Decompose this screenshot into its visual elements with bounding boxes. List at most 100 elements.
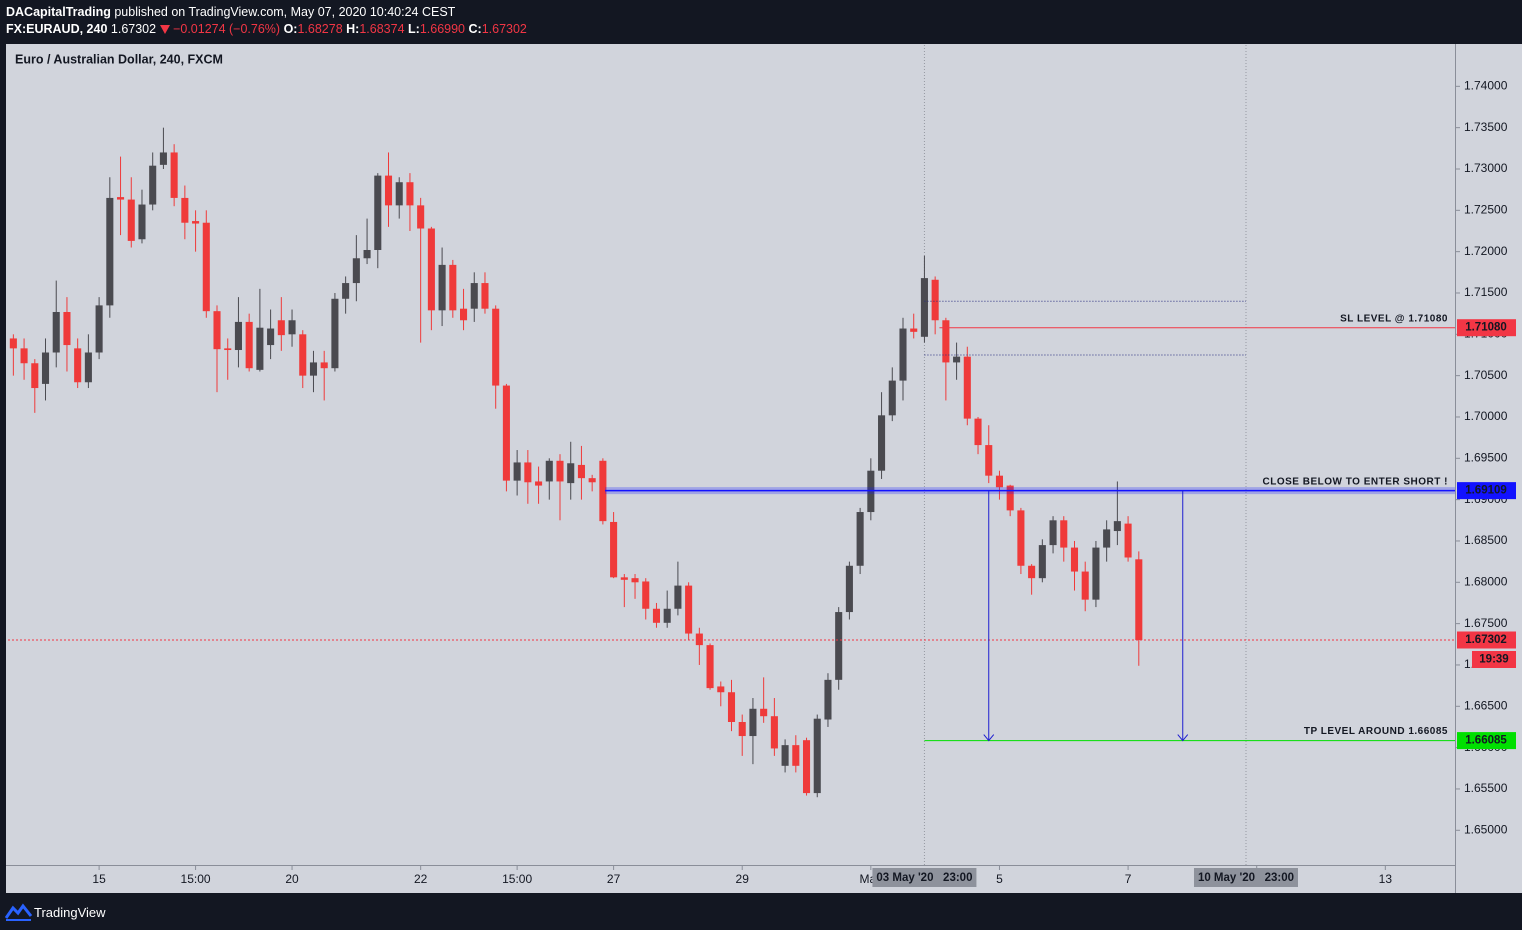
author: DACapitalTrading [6,5,111,19]
price-badge [1457,732,1516,750]
candle-body [427,228,435,311]
crosshair-label: 10 May '20 23:00 [1198,872,1294,884]
candle-body [642,581,650,609]
crosshair-label: 03 May '20 23:00 [876,872,972,884]
y-tick-label: 1.72500 [1464,202,1508,216]
candle-body [652,608,661,623]
candle-body [974,418,982,446]
candle-body [674,585,682,609]
price-badge-label: 1.66085 [1465,735,1507,747]
h-value: 1.68374 [359,22,405,36]
crosshair-badge [872,868,977,887]
candle-body [770,716,778,749]
candle-body [224,348,232,351]
header: DACapitalTrading published on TradingVie… [0,0,1522,44]
price-badge [1457,631,1516,649]
y-tick-label: 1.72000 [1464,244,1508,258]
y-tick-label: 1.67500 [1464,616,1508,630]
candle-body [910,328,918,332]
candle-body [9,338,17,349]
x-tick-label: 15 [92,872,106,886]
x-tick-label: 15:00 [502,872,532,886]
level-annotation: TP LEVEL AROUND 1.66085 [1304,726,1448,737]
candle-body [127,199,135,241]
candle-body [985,445,993,476]
y-tick-label: 1.74000 [1464,79,1508,93]
candle-body [95,305,103,353]
y-tick-label: 1.73000 [1464,161,1508,175]
candle-body [631,578,639,583]
down-arrow [159,25,170,34]
candle-body [181,197,189,223]
candle-body [267,328,275,346]
candle-body [438,264,446,311]
candle-body [556,460,564,482]
symbol: FX:EURAUD, 240 [6,22,108,36]
candle-body [599,460,607,522]
candle-body [524,462,532,483]
x-tick-label: 5 [996,872,1003,886]
candle-body [813,718,821,794]
candle-body [663,608,671,623]
candle-body [610,521,618,578]
candle-body [899,328,907,381]
x-tick-label: 15:00 [181,872,211,886]
c-label: C: [468,22,482,36]
candle-body [1124,523,1132,558]
candle-body [395,182,403,206]
candle-body [342,283,350,299]
candle-body [749,708,757,737]
x-tick-label: 29 [736,872,750,886]
candle-body [856,512,864,566]
y-tick-label: 1.69500 [1464,450,1508,464]
candle-body [1028,565,1036,579]
candle-body [1113,521,1121,532]
price-badge [1457,319,1516,337]
candle-body [63,311,71,346]
candle-body [417,205,425,229]
x-tick-label: 22 [414,872,428,886]
y-tick-label: 1.73500 [1464,120,1508,134]
logo [5,903,33,921]
price-badge [1457,482,1516,500]
y-tick-label: 1.65000 [1464,822,1508,836]
candle-body [942,320,950,363]
candle-body [106,197,114,306]
candle-body [567,463,575,484]
h-label: H: [346,22,360,36]
candle-body [727,692,736,722]
candle-body [41,352,50,384]
candle-body [481,283,489,309]
y-tick-label: 1.68500 [1464,533,1508,547]
candle-body [620,577,628,580]
chart: Euro / Australian Dollar, 240, FXCM 1.65… [6,44,1522,893]
candle-body [1038,545,1046,579]
candle-body [331,298,339,369]
level-annotation: CLOSE BELOW TO ENTER SHORT ! [1263,476,1448,487]
l-value: 1.66990 [419,22,466,36]
candle-body [1135,559,1143,640]
candle-body [1006,485,1014,511]
l-label: L: [408,22,420,36]
candle-body [1049,520,1057,546]
candle-body [781,745,789,766]
candle-body [588,478,596,483]
candle-body [138,204,146,240]
candle-body [84,352,92,383]
y-tick-label: 1.71500 [1464,285,1508,299]
arrow-head [1177,734,1189,742]
candle-body [1060,520,1068,548]
y-tick-label: 1.70000 [1464,409,1508,423]
candle-body [878,415,886,471]
arrow-head [983,734,995,742]
candle-body [352,258,360,284]
candle-body [320,362,328,369]
price-badge-label: 1.71080 [1465,322,1507,334]
candle-body [245,321,253,369]
candle-body [288,320,296,335]
candle-body [277,320,285,336]
candle-body [920,278,928,337]
candle-body [888,380,896,416]
candle-body [299,334,307,376]
